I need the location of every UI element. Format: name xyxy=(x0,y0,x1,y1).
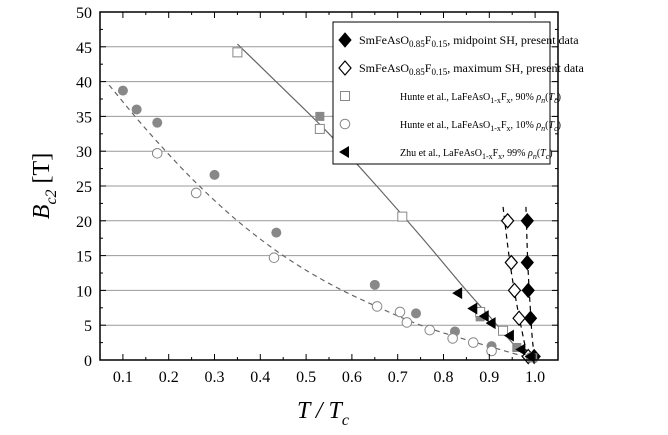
data-point xyxy=(152,117,163,128)
data-point xyxy=(411,308,422,319)
data-point xyxy=(467,337,479,348)
legend-label: Hunte et al., LaFeAsO1-xFx, 90% ρn(Tc) xyxy=(400,92,561,105)
data-point xyxy=(397,211,408,222)
x-tick-label: 0.8 xyxy=(434,369,454,386)
legend-box xyxy=(332,21,551,165)
x-tick-label: 0.2 xyxy=(159,369,179,386)
legend-entry-2: SmFeAsO0.85F0.15, maximum SH, present da… xyxy=(338,60,585,77)
data-point xyxy=(512,310,526,327)
y-tick-label: 45 xyxy=(76,40,92,57)
y-tick-label: 15 xyxy=(76,249,92,266)
data-point xyxy=(523,310,538,327)
fit-curve xyxy=(108,84,536,361)
data-point xyxy=(486,345,497,357)
x-tick-label: 0.1 xyxy=(113,369,133,386)
gridlines xyxy=(100,46,558,326)
legend-label: SmFeAsO0.85F0.15, midpoint SH, present d… xyxy=(359,33,579,49)
data-point xyxy=(424,324,436,336)
legend-marker xyxy=(340,91,350,101)
legend-marker xyxy=(339,146,349,158)
data-point xyxy=(401,317,413,328)
axis-ticks: 0 5 10 15 20 25 30 35 40 45 50 0.1 0.2 0.3 0.4 0.5 0.6 0.… xyxy=(76,5,559,386)
data-point xyxy=(394,306,406,318)
data-point xyxy=(498,325,509,336)
data-point xyxy=(190,187,202,199)
y-tick-label: 10 xyxy=(76,283,92,300)
data-point xyxy=(271,227,282,238)
y-tick-label: 40 xyxy=(76,75,92,92)
fit-curve xyxy=(236,43,518,349)
data-point xyxy=(520,254,534,271)
data-point xyxy=(131,104,142,115)
legend-entry-1: SmFeAsO0.85F0.15, midpoint SH, present d… xyxy=(338,32,579,49)
data-point xyxy=(232,47,243,58)
series-6-circle-open xyxy=(151,147,497,357)
legend-marker xyxy=(338,32,352,48)
x-tick-label: 0.9 xyxy=(479,369,499,386)
x-tick-label: 0.7 xyxy=(388,369,408,386)
legend-label: SmFeAsO0.85F0.15, maximum SH, present da… xyxy=(359,61,585,77)
data-point xyxy=(467,302,478,315)
y-tick-label: 5 xyxy=(84,318,92,335)
legend-label: Hunte et al., LaFeAsO1-xFx, 10% ρn(Tc) xyxy=(400,120,561,133)
data-point xyxy=(371,301,383,312)
x-axis-label: T / Tc xyxy=(297,398,349,429)
y-tick-label: 50 xyxy=(76,5,92,22)
y-axis-label: Bc2 [T] xyxy=(29,153,60,219)
x-tick-label: 0.5 xyxy=(296,369,316,386)
data-point xyxy=(520,213,534,229)
data-point xyxy=(485,317,496,330)
data-point xyxy=(521,282,535,299)
y-tick-label: 30 xyxy=(76,144,92,161)
fit-curves xyxy=(108,43,536,361)
legend-entry-4: Hunte et al., LaFeAsO1-xFx, 10% ρn(Tc) xyxy=(339,118,561,133)
y-tick-label: 0 xyxy=(84,353,92,370)
x-tick-label: 0.3 xyxy=(205,369,225,386)
legend-marker xyxy=(338,60,352,76)
fit-curve xyxy=(525,206,536,361)
legend-entry-3: Hunte et al., LaFeAsO1-xFx, 90% ρn(Tc) xyxy=(340,91,561,105)
data-point xyxy=(452,287,463,300)
data-point xyxy=(500,212,515,229)
legend-marker xyxy=(339,118,351,130)
data-point xyxy=(447,333,458,344)
x-tick-label: 1.0 xyxy=(525,369,545,386)
data-point xyxy=(268,252,280,263)
y-tick-label: 35 xyxy=(76,109,92,126)
fit-curve xyxy=(502,206,529,361)
data-point xyxy=(314,123,325,134)
legend: SmFeAsO0.85F0.15, midpoint SH, present d… xyxy=(332,21,585,165)
y-tick-label: 20 xyxy=(76,214,92,231)
data-point xyxy=(507,282,522,299)
y-tick-label: 25 xyxy=(76,179,92,196)
legend-label: Zhu et al., LaFeAsO1-xFx, 99% ρn(Tc) xyxy=(400,148,553,161)
data-point xyxy=(515,343,526,356)
legend-entry-5: Zhu et al., LaFeAsO1-xFx, 99% ρn(Tc) xyxy=(339,146,553,161)
x-tick-label: 0.4 xyxy=(250,369,270,386)
data-point xyxy=(117,85,128,96)
data-point xyxy=(315,111,325,121)
data-point xyxy=(151,147,163,159)
data-point xyxy=(512,342,522,352)
data-point xyxy=(209,169,220,180)
x-tick-label: 0.6 xyxy=(342,369,362,386)
data-point xyxy=(369,279,380,290)
data-point xyxy=(504,254,519,271)
data-point xyxy=(478,310,489,323)
data-point xyxy=(503,329,514,342)
